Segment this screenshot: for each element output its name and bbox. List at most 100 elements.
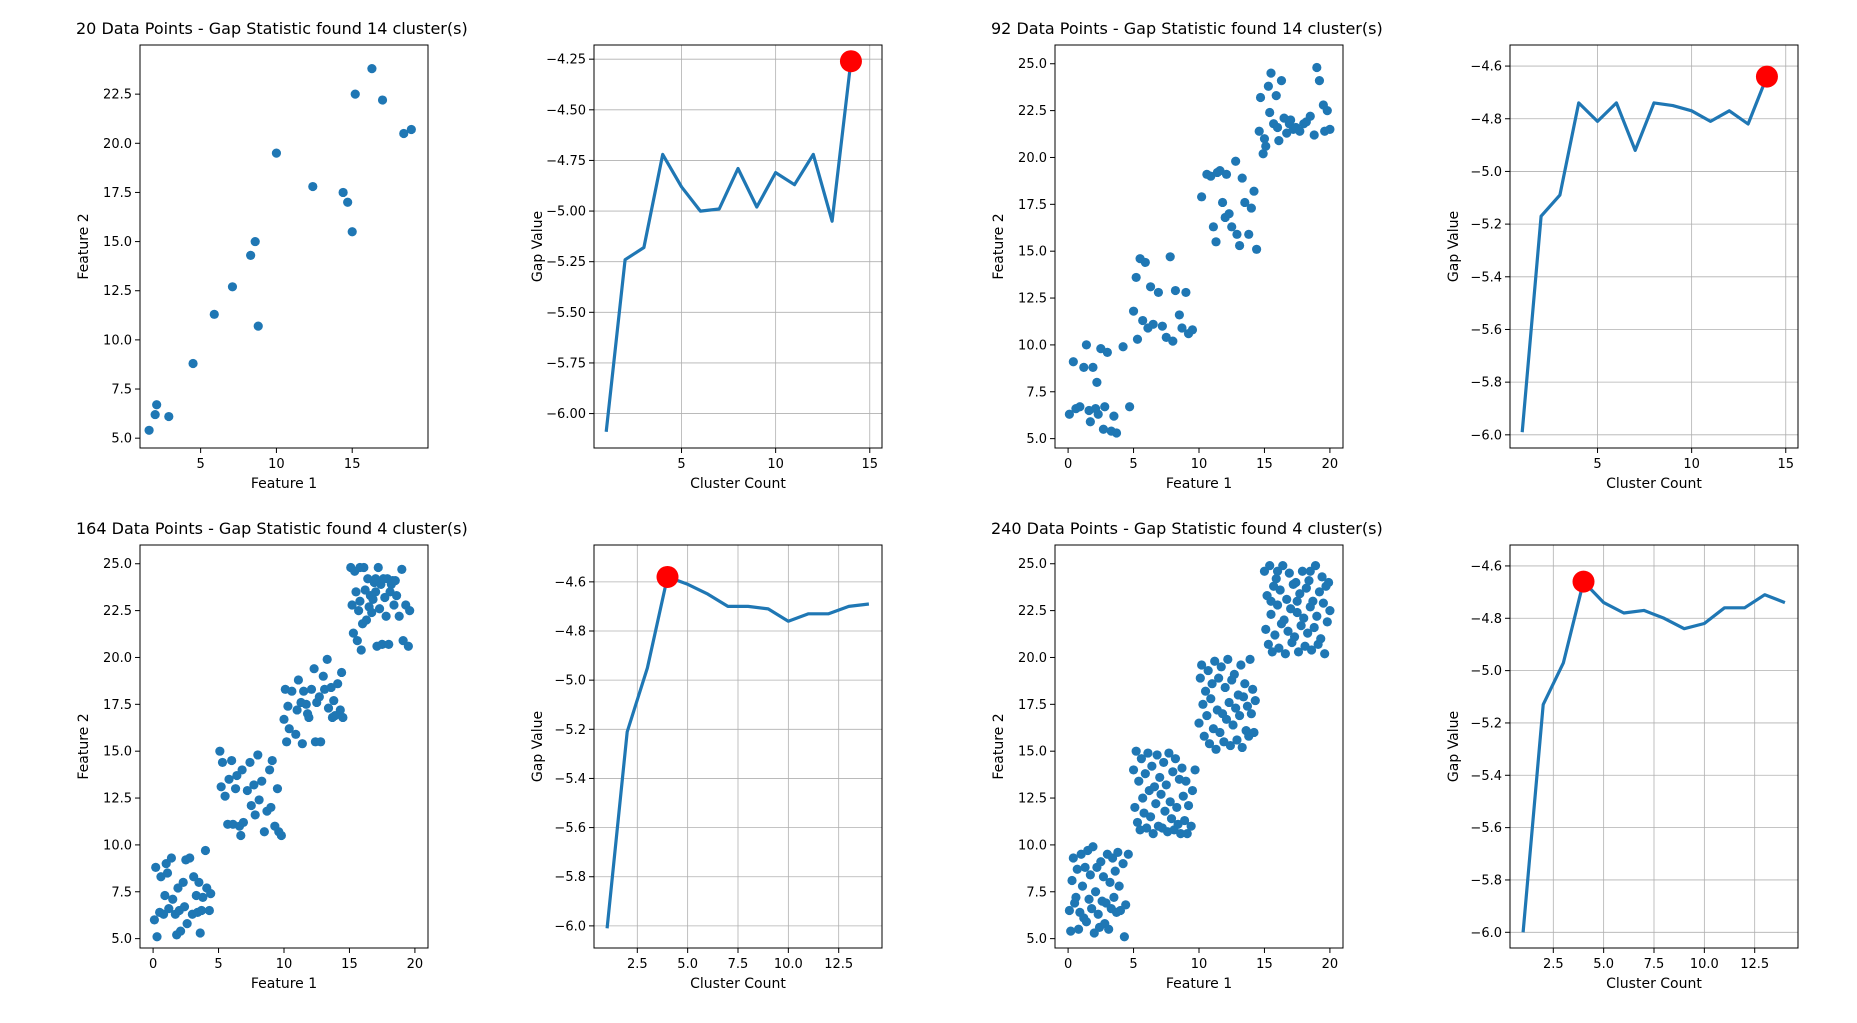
scatter-point xyxy=(259,827,269,837)
scatter-point xyxy=(1197,660,1207,670)
scatter-point xyxy=(1170,754,1181,764)
scatter-point xyxy=(1098,424,1109,434)
chart-panel-5: 0 5 10 15 20 5.0 7.5 10.0 12.5 15.0 17.5 20.0 22.5 25… xyxy=(76,519,468,992)
y-tick-label: −6.00 xyxy=(546,407,586,422)
scatter-point xyxy=(1309,622,1319,633)
scatter-point xyxy=(230,784,241,794)
scatter-point xyxy=(1229,669,1239,679)
scatter-point xyxy=(318,671,328,681)
scatter-point xyxy=(1113,847,1123,858)
scatter-point xyxy=(152,932,162,942)
chart-panel-7: 0 5 10 15 20 5.0 7.5 10.0 12.5 15.0 17.5 20.0 22.5 25… xyxy=(991,519,1383,992)
scatter-point xyxy=(1234,710,1245,721)
scatter-point xyxy=(287,686,297,696)
scatter-point xyxy=(1138,793,1148,803)
y-tick-label: −5.4 xyxy=(1470,769,1502,784)
scatter-point xyxy=(1161,780,1171,790)
x-tick-label: 0 xyxy=(1064,457,1072,472)
scatter-point xyxy=(1220,682,1230,693)
scatter-point xyxy=(1088,362,1098,372)
scatter-point xyxy=(1265,107,1275,118)
scatter-point xyxy=(200,845,211,856)
chart-title: 240 Data Points - Gap Statistic found 4 … xyxy=(991,519,1383,538)
scatter-point xyxy=(1240,197,1250,208)
x-tick-label: 5 xyxy=(1129,457,1137,472)
scatter-point xyxy=(1152,750,1162,760)
scatter-point xyxy=(1165,252,1175,262)
scatter-point xyxy=(1266,596,1276,606)
scatter-point xyxy=(1297,566,1308,576)
x-tick-label: 5 xyxy=(214,957,222,972)
y-tick-label: −5.6 xyxy=(1470,821,1502,836)
scatter-point xyxy=(371,587,381,597)
y-axis-label: Feature 2 xyxy=(991,713,1007,779)
x-axis-label: Feature 1 xyxy=(251,476,317,492)
x-tick-label: 5 xyxy=(1129,957,1137,972)
scatter-point xyxy=(377,95,388,105)
y-tick-label: −5.6 xyxy=(554,821,586,836)
scatter-point xyxy=(151,862,161,873)
y-tick-label: 7.5 xyxy=(1026,885,1047,900)
scatter-point xyxy=(266,802,276,813)
scatter-point xyxy=(1301,117,1311,127)
scatter-point xyxy=(1176,829,1186,839)
x-tick-label: 15 xyxy=(1777,457,1794,472)
scatter-point xyxy=(1164,748,1174,758)
y-tick-label: 10.0 xyxy=(103,838,132,853)
gap-line xyxy=(604,61,853,432)
scatter-point xyxy=(1168,336,1178,346)
scatter-point xyxy=(1118,342,1128,352)
y-tick-label: 22.5 xyxy=(103,88,132,103)
y-tick-label: −5.00 xyxy=(546,205,586,220)
x-tick-label: 20 xyxy=(407,957,424,972)
scatter-point xyxy=(1242,701,1253,711)
axes-frame xyxy=(1054,44,1344,449)
scatter-point xyxy=(1187,785,1198,796)
scatter-point xyxy=(1252,244,1262,254)
scatter-point xyxy=(168,894,178,904)
y-tick-label: 22.5 xyxy=(1018,604,1047,619)
scatter-point xyxy=(1211,237,1221,247)
x-tick-label: 12.5 xyxy=(1740,957,1769,972)
scatter-point xyxy=(166,853,177,863)
scatter-point xyxy=(292,705,302,715)
scatter-point xyxy=(1225,740,1236,751)
x-axis-label: Feature 1 xyxy=(1166,476,1232,492)
scatter-point xyxy=(1140,257,1150,268)
scatter-point xyxy=(265,765,275,775)
y-tick-label: −4.6 xyxy=(1470,559,1502,574)
x-tick-label: 15 xyxy=(1256,957,1273,972)
x-tick-label: 10.0 xyxy=(1690,957,1719,972)
scatter-point xyxy=(399,128,409,139)
scatter-point xyxy=(293,675,303,685)
scatter-point xyxy=(185,853,195,863)
scatter-point xyxy=(1227,222,1237,232)
scatter-point xyxy=(1067,875,1077,886)
scatter-point xyxy=(1131,272,1141,283)
x-axis-label: Feature 1 xyxy=(251,976,317,992)
scatter-point xyxy=(1132,817,1143,828)
scatter-point xyxy=(1071,892,1081,902)
scatter-point xyxy=(329,695,339,706)
y-tick-label: −5.2 xyxy=(554,723,586,738)
x-axis-label: Cluster Count xyxy=(1606,476,1702,492)
y-tick-label: −5.50 xyxy=(546,306,586,321)
scatter-point xyxy=(403,641,413,651)
chart-panel-1: 5 10 15 5.0 7.5 10.0 12.5 15.0 17.5 20.0 22.5 Featu… xyxy=(76,19,468,492)
scatter-point xyxy=(1320,126,1330,136)
scatter-point xyxy=(1168,767,1178,777)
scatter-point xyxy=(1093,909,1103,919)
scatter-point xyxy=(361,615,372,625)
y-tick-label: 20.0 xyxy=(103,137,132,152)
scatter-point xyxy=(1228,720,1238,730)
scatter-point xyxy=(1111,428,1122,438)
scatter-point xyxy=(242,785,252,796)
scatter-point xyxy=(352,635,362,646)
scatter-point xyxy=(1080,862,1090,873)
scatter-point xyxy=(1145,812,1156,822)
y-tick-label: −5.8 xyxy=(554,870,586,885)
scatter-point xyxy=(204,905,214,916)
scatter-point xyxy=(1159,757,1169,768)
scatter-point xyxy=(1072,864,1082,874)
scatter-point xyxy=(1216,662,1226,672)
